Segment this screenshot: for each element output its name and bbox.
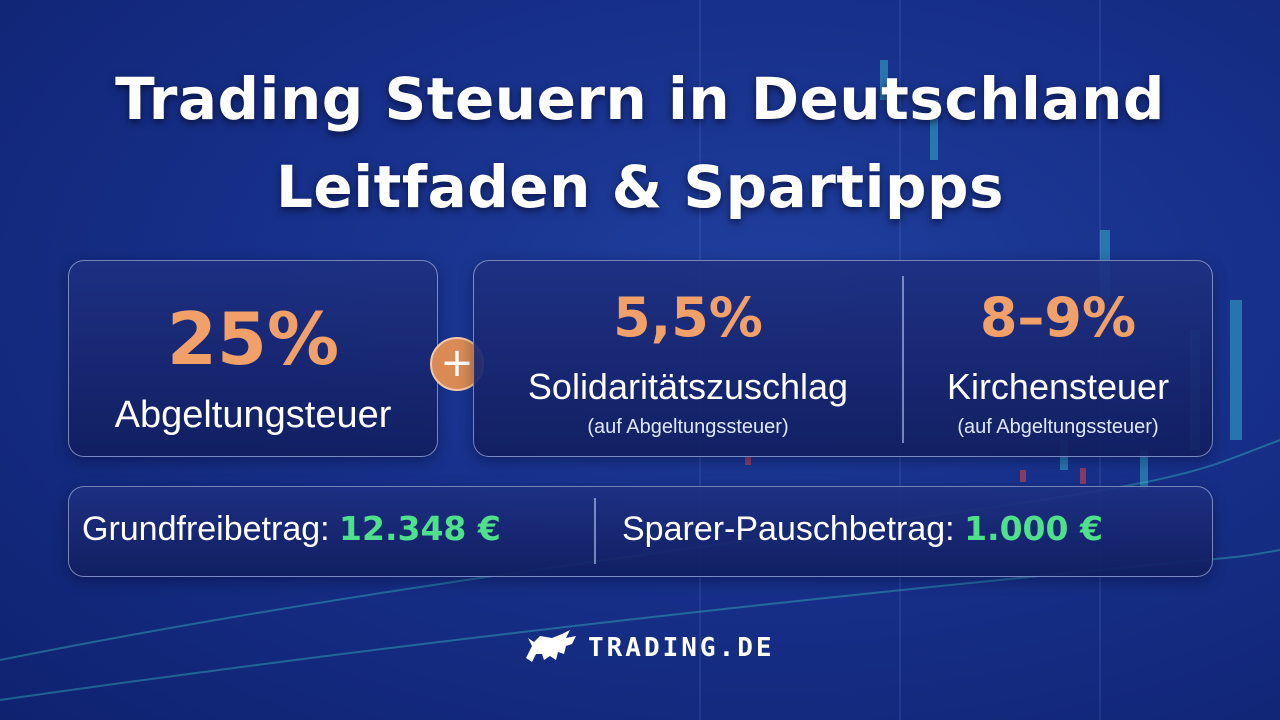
card-divider xyxy=(902,276,904,443)
kirche-section: 8–9% Kirchensteuer (auf Abgeltungssteuer… xyxy=(904,261,1212,458)
grundfreibetrag-row: Grundfreibetrag: 12.348 € xyxy=(82,512,501,546)
page-title-line2: Leitfaden & Spartipps xyxy=(275,153,1005,221)
brand-name: TRADING.DE xyxy=(588,633,775,663)
kirche-rate: 8–9% xyxy=(979,286,1137,349)
brand-logo: TRADING.DE xyxy=(522,625,775,671)
grundfreibetrag-label: Grundfreibetrag: xyxy=(82,510,330,548)
soli-rate: 5,5% xyxy=(613,286,763,349)
sparer-pauschbetrag-row: Sparer-Pauschbetrag: 1.000 € xyxy=(622,512,1103,546)
abgeltungsteuer-label: Abgeltungsteuer xyxy=(114,394,392,436)
page-title-line1: Trading Steuern in Deutschland xyxy=(115,65,1165,133)
zuschlag-card: 5,5% Solidaritätszuschlag (auf Abgeltung… xyxy=(473,260,1213,457)
soli-label: Solidaritätszuschlag xyxy=(527,366,849,407)
sparer-pauschbetrag-label: Sparer-Pauschbetrag: xyxy=(622,510,955,548)
bull-icon xyxy=(526,630,576,662)
allowance-divider xyxy=(594,498,596,564)
sparer-pauschbetrag-value: 1.000 € xyxy=(964,509,1103,548)
soli-note: (auf Abgeltungssteuer) xyxy=(587,416,789,438)
abgeltungsteuer-card: 25% Abgeltungsteuer xyxy=(68,260,438,457)
abgeltungsteuer-rate: 25% xyxy=(166,297,340,381)
grundfreibetrag-value: 12.348 € xyxy=(339,509,501,548)
allowance-card xyxy=(68,486,1213,577)
soli-section: 5,5% Solidaritätszuschlag (auf Abgeltung… xyxy=(474,261,902,458)
kirche-note: (auf Abgeltungssteuer) xyxy=(957,416,1159,438)
kirche-label: Kirchensteuer xyxy=(946,366,1170,407)
